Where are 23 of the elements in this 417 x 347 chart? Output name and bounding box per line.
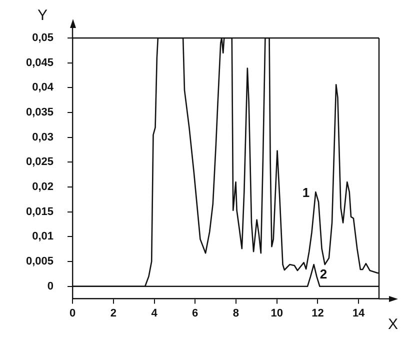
y-tick-label: 0 bbox=[47, 280, 54, 292]
y-tick-label: 0,04 bbox=[32, 82, 54, 94]
y-tick-label: 0,035 bbox=[26, 106, 54, 119]
y-tick-label: 0,01 bbox=[32, 230, 54, 243]
series-label: 1 bbox=[302, 184, 310, 200]
y-tick-label: 0,05 bbox=[32, 32, 54, 44]
y-tick-label: 0,02 bbox=[32, 181, 54, 194]
y-axis-title: Y bbox=[38, 7, 48, 24]
y-tick-label: 0,03 bbox=[32, 131, 54, 144]
x-tick-label: 10 bbox=[270, 307, 283, 320]
x-tick-label: 2 bbox=[110, 307, 116, 320]
x-axis-title: X bbox=[388, 316, 398, 333]
x-tick-label: 8 bbox=[232, 307, 240, 320]
x-tick-label: 0 bbox=[69, 307, 76, 320]
y-tick-label: 0,025 bbox=[26, 156, 54, 168]
x-tick-label: 14 bbox=[352, 307, 366, 320]
y-tick-label: 0,015 bbox=[26, 206, 54, 218]
y-tick-label: 0,005 bbox=[26, 256, 54, 268]
x-tick-label: 4 bbox=[151, 307, 158, 320]
series-label: 2 bbox=[320, 266, 328, 282]
x-tick-label: 12 bbox=[312, 307, 324, 320]
x-tick-label: 6 bbox=[192, 307, 198, 320]
y-tick-label: 0,045 bbox=[26, 56, 54, 69]
